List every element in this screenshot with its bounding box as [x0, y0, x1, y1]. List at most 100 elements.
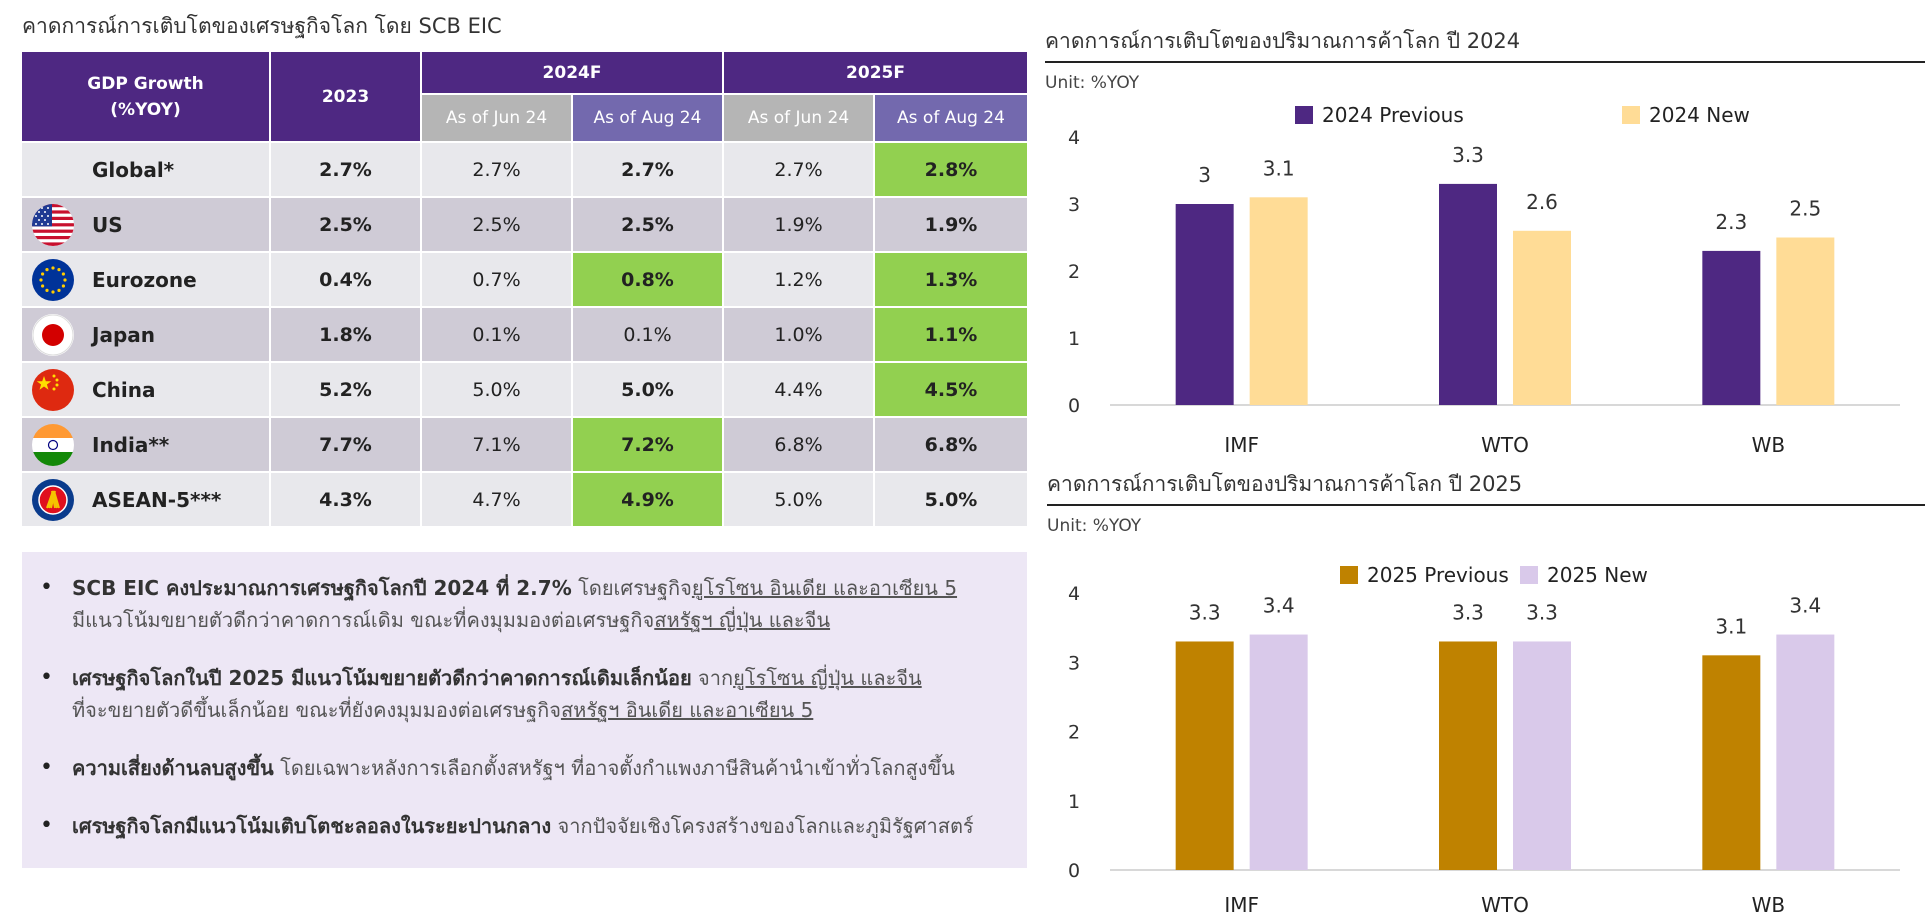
- value-2025-aug: 1.1%: [873, 306, 1029, 363]
- data-label: 3.1: [1263, 156, 1295, 180]
- bar: [1776, 237, 1835, 405]
- y-tick-label: 4: [1068, 127, 1080, 149]
- asean-flag-icon: [32, 478, 74, 521]
- value-2024-aug: 5.0%: [571, 361, 724, 418]
- chart-2025-unit: Unit: %YOY: [1047, 516, 1142, 536]
- japan-flag-icon: [32, 313, 74, 356]
- gdp-growth-header-line1: GDP Growth: [87, 73, 204, 94]
- y-tick-label: 3: [1068, 652, 1080, 674]
- data-label: 3.1: [1715, 614, 1747, 638]
- table-row: US 2.5% 2.5% 2.5% 1.9% 1.9%: [20, 196, 1029, 253]
- as-of-jun-2024-header: As of Jun 24: [420, 93, 573, 143]
- bar: [1249, 197, 1308, 405]
- value-2023: 2.7%: [269, 141, 422, 198]
- trade-growth-2024-chart: 0 1 2 3 4 2024 Previous 2024 New 3 3.1 IMF 3.3 2.6 W…: [1068, 103, 1900, 457]
- chart-2024-title: คาดการณ์การเติบโตของปริมาณการค้าโลก ปี 2…: [1045, 29, 1521, 53]
- value-2025-jun: 1.2%: [722, 251, 875, 308]
- takeaway-item: เศรษฐกิจโลกในปี 2025 มีแนวโน้มขยายตัวดีก…: [40, 662, 1007, 726]
- legend-swatch: [1295, 106, 1313, 124]
- value-2024-jun: 2.7%: [420, 141, 573, 198]
- country-cell: ASEAN-5***: [20, 471, 271, 528]
- table-row: Japan 1.8% 0.1% 0.1% 1.0% 1.1%: [20, 306, 1029, 363]
- takeaway-underline: ยูโรโซน อินเดีย และอาเซียน 5: [691, 576, 958, 600]
- table-row: India** 7.7% 7.1% 7.2% 6.8% 6.8%: [20, 416, 1029, 473]
- y-tick-label: 0: [1068, 860, 1080, 882]
- takeaway-item: SCB EIC คงประมาณการเศรษฐกิจโลกปี 2024 ที…: [40, 572, 1007, 636]
- value-2025-jun: 1.0%: [722, 306, 875, 363]
- value-2025-aug: 1.9%: [873, 196, 1029, 253]
- value-2025-jun: 2.7%: [722, 141, 875, 198]
- data-label: 2.3: [1715, 210, 1747, 234]
- category-label: WB: [1752, 893, 1786, 917]
- value-2025-jun: 4.4%: [722, 361, 875, 418]
- value-2025-jun: 1.9%: [722, 196, 875, 253]
- eu-flag-icon: [32, 258, 74, 301]
- category-label: WTO: [1481, 433, 1529, 457]
- takeaway-text: โดยเศรษฐกิจ: [571, 576, 692, 600]
- value-2024-jun: 0.1%: [420, 306, 573, 363]
- value-2025-aug: 4.5%: [873, 361, 1029, 418]
- takeaway-item: เศรษฐกิจโลกมีแนวโน้มเติบโตชะลอลงในระยะปา…: [40, 810, 1007, 842]
- value-2024-jun: 7.1%: [420, 416, 573, 473]
- value-2023: 4.3%: [269, 471, 422, 528]
- value-2023: 5.2%: [269, 361, 422, 418]
- country-name: ASEAN-5***: [92, 487, 222, 512]
- bar: [1513, 230, 1571, 405]
- country-name: Japan: [92, 322, 155, 347]
- forecast-2024-header: 2024F: [420, 50, 724, 95]
- table-row: ASEAN-5*** 4.3% 4.7% 4.9% 5.0% 5.0%: [20, 471, 1029, 528]
- value-2025-aug: 6.8%: [873, 416, 1029, 473]
- takeaway-text: มีแนวโน้มขยายตัวดีกว่าคาดการณ์เดิม ขณะที…: [72, 608, 655, 632]
- takeaway-text: จากปัจจัยเชิงโครงสร้างของโลกและภูมิรัฐศา…: [551, 814, 974, 838]
- country-name: China: [92, 377, 156, 402]
- value-2024-jun: 4.7%: [420, 471, 573, 528]
- legend-label: 2024 New: [1649, 103, 1750, 127]
- legend-swatch: [1622, 106, 1640, 124]
- value-2024-aug: 4.9%: [571, 471, 724, 528]
- trade-growth-2025-chart: 0 1 2 3 4 2025 Previous 2025 New 3.3 3.4 IMF 3.3 3.…: [1068, 563, 1900, 917]
- takeaway-bold: ความเสี่ยงด้านลบสูงขึ้น: [72, 756, 274, 780]
- as-of-aug-2024-header: As of Aug 24: [571, 93, 724, 143]
- country-name: India**: [92, 432, 170, 457]
- takeaway-item: ความเสี่ยงด้านลบสูงขึ้น โดยเฉพาะหลังการเ…: [40, 752, 1007, 784]
- y-tick-label: 0: [1068, 395, 1080, 417]
- table-row: China 5.2% 5.0% 5.0% 4.4% 4.5%: [20, 361, 1029, 418]
- data-label: 3: [1198, 163, 1211, 187]
- category-label: WTO: [1481, 893, 1529, 917]
- takeaway-text: ที่จะขยายตัวดีขึ้นเล็กน้อย ขณะที่ยังคงมุ…: [72, 698, 561, 722]
- legend-swatch: [1340, 566, 1358, 584]
- category-label: IMF: [1224, 433, 1259, 457]
- chart-2025-title: คาดการณ์การเติบโตของปริมาณการค้าโลก ปี 2…: [1047, 472, 1523, 496]
- legend-label: 2025 Previous: [1367, 563, 1509, 587]
- us-flag-icon: [32, 203, 74, 246]
- india-flag-icon: [32, 423, 74, 466]
- table-title: คาดการณ์การเติบโตของเศรษฐกิจโลก โดย SCB …: [22, 14, 502, 38]
- takeaway-underline: ยูโรโซน ญี่ปุ่น และจีน: [733, 666, 922, 690]
- y-tick-label: 3: [1068, 194, 1080, 216]
- country-cell: India**: [20, 416, 271, 473]
- bar: [1513, 641, 1571, 870]
- data-label: 2.6: [1526, 190, 1558, 214]
- y-tick-label: 1: [1068, 791, 1080, 813]
- data-label: 3.3: [1189, 600, 1221, 624]
- country-name: US: [92, 212, 123, 237]
- country-name: Eurozone: [92, 267, 197, 292]
- country-cell: Japan: [20, 306, 271, 363]
- gdp-growth-header: GDP Growth (%YOY): [20, 50, 271, 143]
- value-2024-jun: 2.5%: [420, 196, 573, 253]
- bar: [1439, 183, 1497, 405]
- bar: [1702, 655, 1761, 870]
- takeaway-bold: เศรษฐกิจโลกในปี 2025 มีแนวโน้มขยายตัวดีก…: [72, 666, 692, 690]
- table-row: Eurozone 0.4% 0.7% 0.8% 1.2% 1.3%: [20, 251, 1029, 308]
- takeaway-bold: เศรษฐกิจโลกมีแนวโน้มเติบโตชะลอลงในระยะปา…: [72, 814, 552, 838]
- y-tick-label: 2: [1068, 261, 1080, 283]
- value-2025-aug: 1.3%: [873, 251, 1029, 308]
- category-label: IMF: [1224, 893, 1259, 917]
- legend-swatch: [1520, 566, 1538, 584]
- value-2024-aug: 2.5%: [571, 196, 724, 253]
- value-2023: 1.8%: [269, 306, 422, 363]
- chart-2024-unit: Unit: %YOY: [1045, 73, 1140, 93]
- y-tick-label: 2: [1068, 722, 1080, 744]
- value-2024-jun: 0.7%: [420, 251, 573, 308]
- gdp-growth-header-line2: (%YOY): [110, 99, 181, 120]
